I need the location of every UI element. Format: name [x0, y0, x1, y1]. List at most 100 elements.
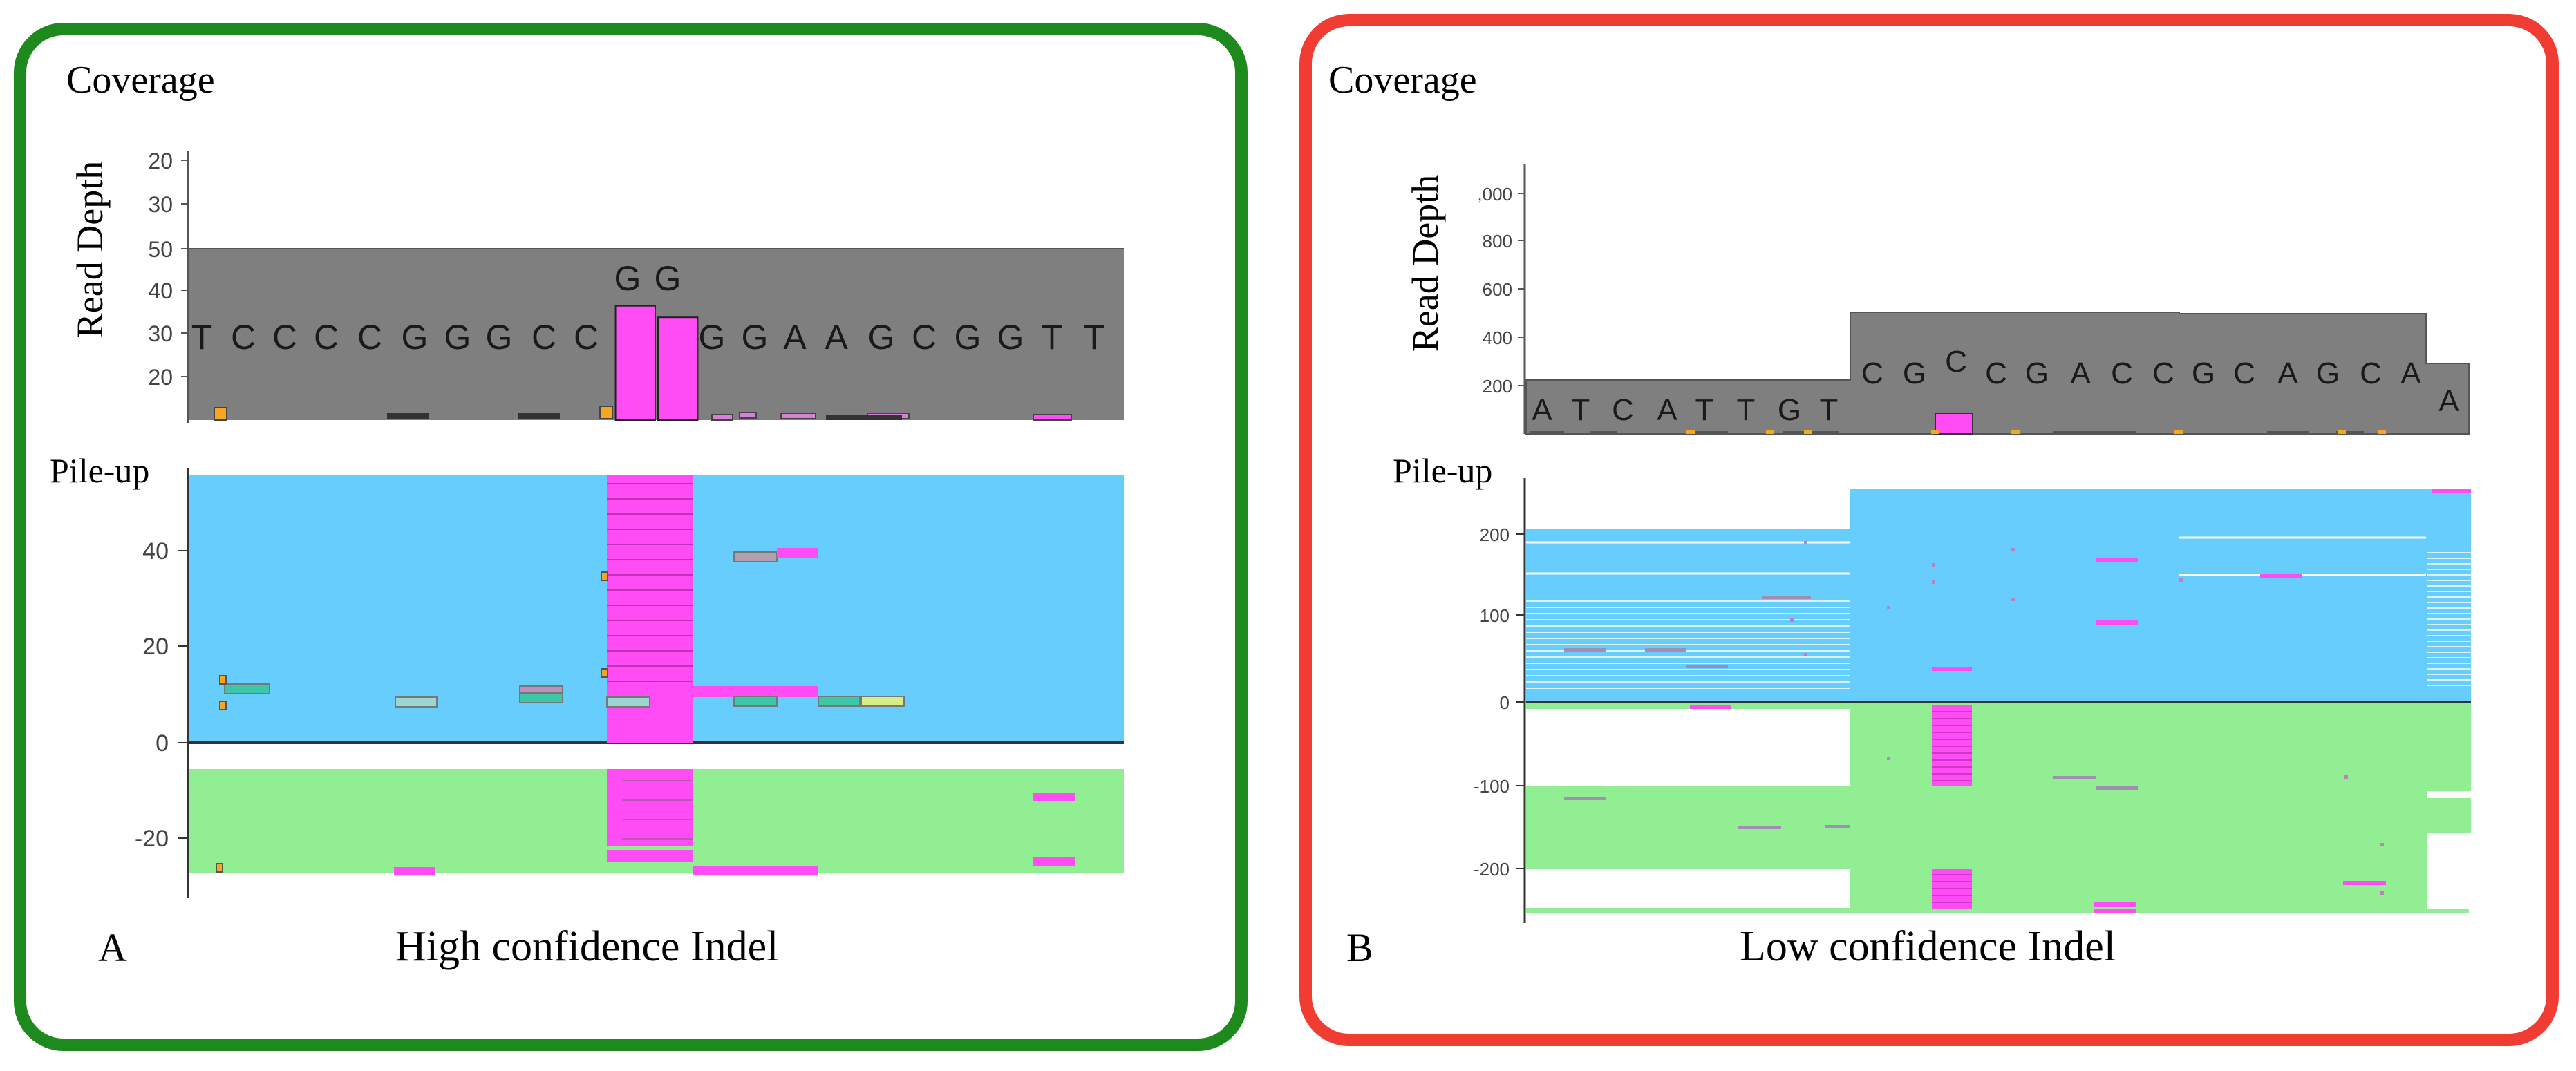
panel-a-indel-read: [1033, 793, 1075, 801]
panel-b-reference-base: G: [1778, 393, 1801, 427]
panel-b-mismatch-mark: [2011, 548, 2015, 551]
panel-b-reference-base: C: [2360, 357, 2382, 390]
panel-a-reference-base: A: [825, 318, 848, 357]
panel-a-depth-tick: 20: [148, 365, 173, 390]
panel-a-mismatch-mark: [216, 863, 223, 873]
panel-b-reference-base: G: [2316, 357, 2340, 390]
panel-b-pileup-tick: -200: [1474, 859, 1510, 880]
panel-b-reference-base: G: [2192, 357, 2215, 390]
panel-b-mismatch-mark: [1887, 757, 1890, 760]
panel-b-mismatch-mark: [1804, 430, 1812, 434]
panel-a-reference-base: G: [402, 318, 429, 357]
panel-b-forward-reads: [1850, 489, 2471, 702]
panel-a-indel-read: [1033, 857, 1075, 866]
panel-b-mismatch-mark: [1804, 653, 1807, 656]
panel-b-reference-base: A: [1657, 393, 1677, 427]
panel-a-mismatch-read: [733, 696, 778, 707]
panel-a-indel-read: [693, 866, 818, 875]
panel-b-coverage-area: [1525, 312, 2470, 435]
panel-b-depth-mark: [2053, 431, 2136, 434]
panel-a-depth-mark: [780, 413, 816, 419]
panel-a-indel-read: [693, 686, 818, 697]
panel-b-indel-read: [1932, 667, 1972, 671]
panel-a-reference-base: G: [997, 318, 1024, 357]
panel-b-reference-base: T: [1572, 393, 1590, 427]
panel-b-reference-base: T: [1737, 393, 1756, 427]
panel-b-pileup-title: Pile-up: [1393, 451, 1493, 490]
panel-a-reference-base: C: [912, 318, 937, 357]
panel-b-indel-read: [2432, 489, 2471, 493]
panel-a-reference-base: T: [1042, 318, 1063, 357]
panel-b-depth-tick: ,000: [1477, 184, 1512, 205]
panel-a-reference-sequence: T C C C C G G G C C G G A A G C G G T TG G: [191, 259, 1105, 357]
panel-b-mismatch-read: [1686, 665, 1728, 668]
panel-b-depth-mark: [2336, 431, 2364, 434]
panel-b-reference-base: C: [2152, 357, 2174, 390]
panel-b-letter: B: [1346, 925, 1373, 970]
panel-b-reference-base: C: [1985, 357, 2007, 390]
panel-a-mismatch-mark: [599, 406, 613, 419]
panel-a-pileup-marks: [216, 475, 1075, 875]
panel-b-caption: Low confidence Indel: [1740, 923, 2116, 970]
panel-a-depth-ticks: 20 30 50 40 30 20: [148, 149, 188, 390]
panel-a-coverage-area: [189, 249, 1124, 420]
panel-a-coverage-title: Coverage: [66, 59, 215, 102]
panel-b-mismatch-mark: [1931, 430, 1939, 434]
panel-a-pileup-tick: 40: [142, 538, 169, 565]
panel-a-reference-base: C: [272, 318, 297, 357]
panel-b-depth-tick: 200: [1483, 376, 1512, 397]
panel-b-mismatch-read: [1762, 596, 1811, 599]
panel-b-reference-base: A: [2277, 357, 2298, 390]
panel-a-pileup-tick: 20: [142, 634, 169, 660]
panel-b-depth-tick: 600: [1483, 279, 1512, 300]
panel-b-indel-read: [2094, 909, 2136, 913]
panel-a-reference-base: G: [742, 318, 769, 357]
panel-b-pileup-tick: 100: [1480, 605, 1510, 626]
panel-b-coverage-marks: [1530, 413, 2386, 435]
panel-a-pileup-title: Pile-up: [50, 451, 150, 490]
panel-a-mismatch-mark: [601, 668, 608, 678]
panel-b-indel-read: [2094, 902, 2136, 907]
panel-a-reference-base: T: [1084, 318, 1105, 357]
panel-a-mismatch-read: [861, 696, 905, 707]
panel-b-mismatch-read: [1564, 648, 1606, 652]
panel-a-reference-base: G: [444, 318, 471, 357]
panel-b-mismatch-mark: [1932, 580, 1935, 584]
panel-b-depth-mark: [1590, 431, 1617, 434]
panel-b-depth-ticks: ,000 800 600 400 200: [1477, 184, 1525, 397]
panel-b-pileup-tick: 0: [1500, 692, 1510, 713]
panel-b-mismatch-mark: [2380, 891, 2384, 895]
panel-b-pileup-gap: [2427, 791, 2471, 798]
panel-b-pileup-gap: [2427, 833, 2471, 909]
panel-b-mismatch-read: [2096, 786, 2138, 790]
panel-a-reference-base: C: [574, 318, 599, 357]
panel-a-depth-tick: 30: [148, 321, 173, 346]
panel-a-pileup-ticks: 40 20 0 -20: [135, 538, 188, 852]
panel-a-depth-tick: 50: [148, 237, 173, 262]
panel-a-mismatch-read: [606, 696, 650, 708]
panel-a-mismatch-read: [519, 685, 563, 694]
panel-a-insertion-base: G: [655, 259, 681, 298]
panel-a-reference-base: G: [868, 318, 895, 357]
panel-b-reference-base: A: [1532, 393, 1552, 427]
panel-a-mismatch-read: [395, 696, 438, 708]
panel-a-depth-mark: [826, 415, 902, 420]
panel-b-depth-tick: 400: [1483, 328, 1512, 348]
panel-b-reference-sequence: A T C A T T G TC G C C G A C C G C A G C AA: [1532, 345, 2459, 427]
panel-a-mismatch-read: [224, 683, 270, 694]
panel-a-insertion-base: G: [614, 259, 641, 298]
panel-b-reference-base: C: [2233, 357, 2255, 390]
panel-b-pileup-tick: 200: [1480, 524, 1510, 545]
panel-a-reference-base: G: [955, 318, 981, 357]
panel-b-mismatch-mark: [2174, 430, 2183, 434]
panel-a-depth-tick: 20: [148, 149, 173, 173]
panel-b-mismatch-mark: [2179, 578, 2183, 582]
panel-b-mismatch-read: [1738, 826, 1781, 829]
panel-a-reference-base: C: [532, 318, 556, 357]
panel-b-mismatch-mark: [2344, 775, 2348, 779]
panel-a-depth-mark: [1033, 414, 1072, 421]
panel-b-mismatch-read: [1564, 797, 1606, 800]
panel-b-mismatch-read: [1825, 825, 1850, 828]
panel-b-indel-read: [2260, 574, 2302, 578]
